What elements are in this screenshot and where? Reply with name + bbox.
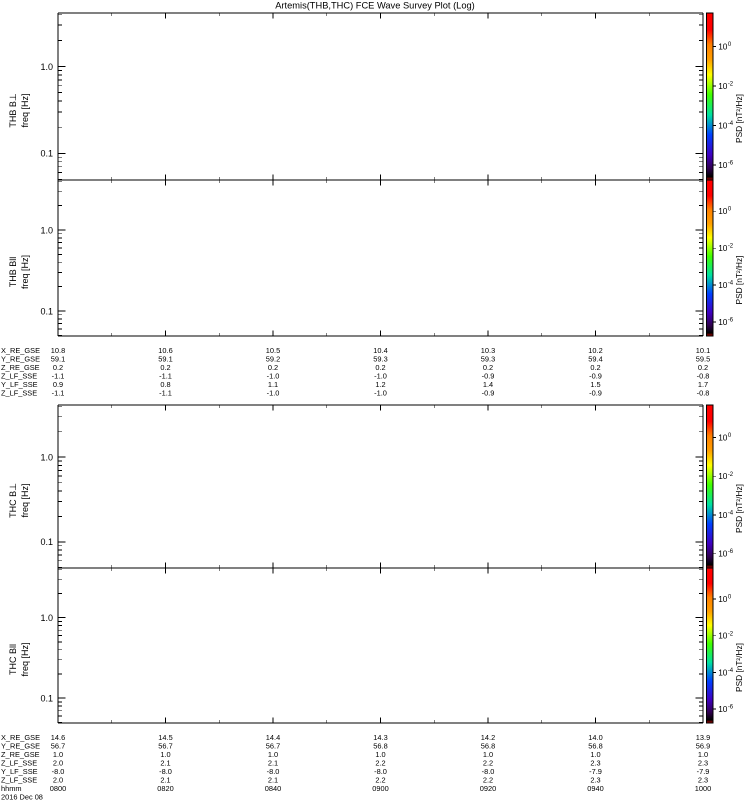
- svg-text:PSD [nT²/Hz]: PSD [nT²/Hz]: [734, 256, 744, 305]
- svg-text:-1.1: -1.1: [159, 389, 172, 398]
- svg-text:Artemis(THB,THC) FCE Wave Surv: Artemis(THB,THC) FCE Wave Survey Plot (L…: [275, 0, 475, 10]
- svg-text:2016 Dec 08: 2016 Dec 08: [1, 793, 43, 801]
- svg-text:10: 10: [718, 704, 728, 714]
- svg-text:-1.1: -1.1: [52, 389, 65, 398]
- svg-text:-6: -6: [728, 549, 734, 555]
- svg-text:-2: -2: [728, 244, 734, 250]
- svg-text:-1.0: -1.0: [374, 389, 387, 398]
- svg-text:0920: 0920: [480, 784, 496, 793]
- svg-text:-0.8: -0.8: [697, 389, 710, 398]
- svg-text:1.0: 1.0: [40, 453, 53, 463]
- svg-text:0.1: 0.1: [40, 537, 53, 547]
- svg-text:Z_LF_SSE: Z_LF_SSE: [1, 389, 37, 398]
- svg-text:-4: -4: [728, 668, 734, 674]
- svg-text:0.1: 0.1: [40, 149, 53, 159]
- svg-text:10: 10: [718, 510, 728, 520]
- svg-text:-4: -4: [728, 510, 734, 516]
- svg-text:-4: -4: [728, 121, 734, 127]
- svg-text:0800: 0800: [50, 784, 66, 793]
- svg-text:THB B⊥: THB B⊥: [8, 93, 18, 128]
- svg-text:0.1: 0.1: [40, 306, 53, 316]
- svg-text:10: 10: [718, 317, 728, 327]
- svg-text:PSD [nT²/Hz]: PSD [nT²/Hz]: [734, 94, 744, 143]
- svg-text:-2: -2: [728, 631, 734, 637]
- svg-text:-0.9: -0.9: [589, 389, 602, 398]
- svg-text:-6: -6: [728, 317, 734, 323]
- svg-text:10: 10: [718, 160, 728, 170]
- svg-text:10: 10: [718, 433, 728, 443]
- svg-text:10: 10: [718, 243, 728, 253]
- svg-text:10: 10: [718, 280, 728, 290]
- svg-text:0940: 0940: [587, 784, 603, 793]
- svg-text:10: 10: [718, 667, 728, 677]
- svg-text:10: 10: [718, 594, 728, 604]
- svg-text:-0.9: -0.9: [482, 389, 495, 398]
- svg-text:THC Bll: THC Bll: [8, 644, 18, 675]
- svg-text:0840: 0840: [265, 784, 281, 793]
- svg-text:-6: -6: [728, 160, 734, 166]
- svg-text:10: 10: [718, 631, 728, 641]
- svg-text:freq [Hz]: freq [Hz]: [20, 93, 30, 127]
- svg-text:-2: -2: [728, 81, 734, 87]
- svg-text:1.0: 1.0: [40, 225, 53, 235]
- svg-text:-4: -4: [728, 281, 734, 287]
- svg-text:PSD [nT²/Hz]: PSD [nT²/Hz]: [734, 643, 744, 692]
- svg-text:10: 10: [718, 81, 728, 91]
- svg-text:0900: 0900: [372, 784, 388, 793]
- svg-text:-2: -2: [728, 472, 734, 478]
- svg-text:-6: -6: [728, 705, 734, 711]
- svg-text:THC B⊥: THC B⊥: [8, 483, 18, 518]
- svg-text:10: 10: [718, 41, 728, 51]
- svg-text:freq [Hz]: freq [Hz]: [20, 642, 30, 676]
- svg-text:freq [Hz]: freq [Hz]: [20, 255, 30, 289]
- svg-text:1.0: 1.0: [40, 62, 53, 72]
- svg-text:freq [Hz]: freq [Hz]: [20, 483, 30, 517]
- svg-text:10: 10: [718, 471, 728, 481]
- svg-text:10: 10: [718, 206, 728, 216]
- svg-text:10: 10: [718, 548, 728, 558]
- svg-text:0.1: 0.1: [40, 694, 53, 704]
- svg-text:1.0: 1.0: [40, 613, 53, 623]
- svg-text:PSD [nT²/Hz]: PSD [nT²/Hz]: [734, 484, 744, 533]
- svg-text:10: 10: [718, 121, 728, 131]
- svg-text:-1.0: -1.0: [267, 389, 280, 398]
- svg-text:THB Bll: THB Bll: [8, 257, 18, 288]
- svg-text:1000: 1000: [695, 784, 711, 793]
- svg-text:0820: 0820: [157, 784, 173, 793]
